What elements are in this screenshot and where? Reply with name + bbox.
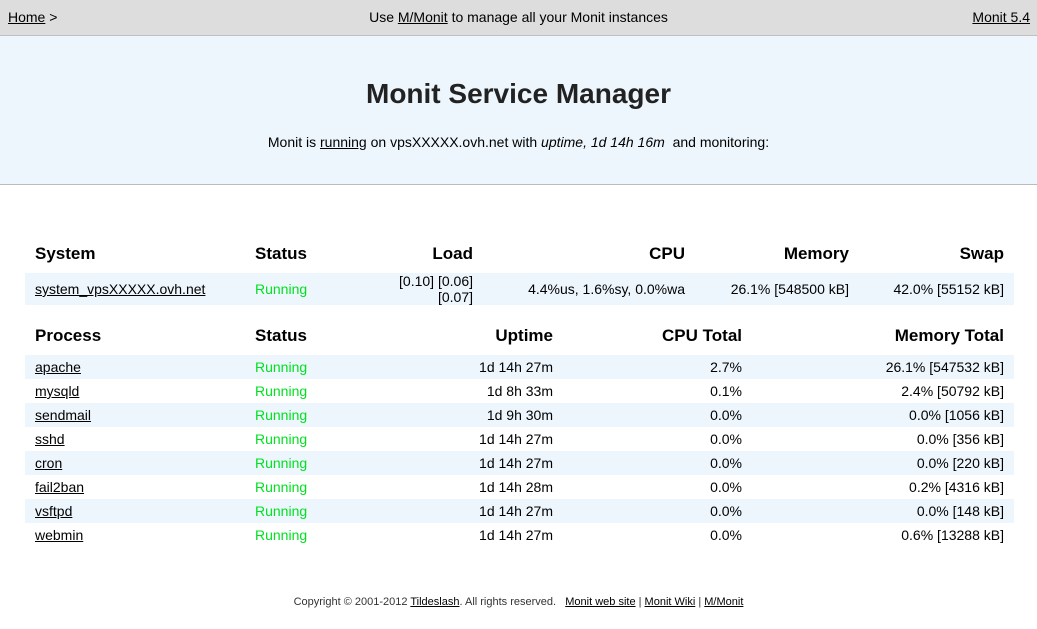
footer: Copyright © 2001-2012 Tildeslash. All ri… [0, 596, 1037, 608]
col-header-process: Process [35, 326, 102, 345]
table-row: sendmail Running 1d 9h 30m 0.0% 0.0% [1056 k… [25, 403, 1014, 427]
status-prefix: Monit is [267, 134, 317, 150]
status-badge: Running [245, 499, 355, 523]
monit-website-link[interactable]: Monit web site [565, 596, 636, 608]
status-badge: Running [255, 383, 308, 399]
footer-separator: | [638, 596, 642, 608]
table-row: mysqld Running 1d 8h 33m 0.1% 2.4% [50792 kB… [25, 379, 1014, 403]
monit-status-line: Monit is running on vpsXXXXX.ovh.net wit… [0, 134, 1037, 150]
process-uptime: 1d 14h 27m [355, 451, 563, 475]
process-name-link[interactable]: mysqld [35, 383, 80, 399]
system-table-header: System Status Load CPU Memory Swap [25, 235, 1014, 273]
table-row: fail2ban Running 1d 14h 28m 0.0% 0.2% [4316 … [25, 475, 1014, 499]
process-cpu: 0.0% [563, 499, 752, 523]
process-cpu: 0.0% [710, 479, 742, 495]
mmonit-promo: Use M/Monit to manage all your Monit ins… [0, 9, 1037, 25]
running-link[interactable]: running [320, 134, 367, 150]
process-cpu: 2.7% [563, 355, 752, 379]
mmonit-link[interactable]: M/Monit [397, 9, 448, 25]
process-uptime: 1d 14h 27m [479, 431, 553, 447]
col-header-cpu-total: CPU Total [662, 326, 742, 345]
page-title: Monit Service Manager [366, 78, 671, 109]
process-name-link[interactable]: vsftpd [35, 503, 73, 519]
status-badge: Running [255, 431, 308, 447]
monit-wiki-link[interactable]: Monit Wiki [644, 596, 696, 608]
process-memory: 2.4% [50792 kB] [901, 383, 1004, 399]
process-memory: 0.0% [148 kB] [752, 499, 1014, 523]
system-swap: 42.0% [55152 kB] [859, 273, 1014, 305]
process-memory: 0.0% [220 kB] [752, 451, 1014, 475]
col-header-status: Status [255, 244, 307, 263]
footer-separator: | [698, 596, 702, 608]
status-badge: Running [255, 479, 308, 495]
copyright-text: Copyright © 2001-2012 [293, 596, 408, 608]
process-memory: 26.1% [547532 kB] [752, 355, 1014, 379]
status-uptime: uptime, 1d 14h 16m [541, 134, 665, 150]
process-name-link[interactable]: sshd [35, 431, 65, 447]
promo-suffix: to manage all your Monit instances [451, 9, 668, 25]
process-name-link[interactable]: apache [35, 359, 81, 375]
system-cpu: 4.4%us, 1.6%sy, 0.0%wa [483, 273, 695, 305]
process-name-link[interactable]: fail2ban [35, 479, 85, 495]
col-header-cpu: CPU [649, 244, 685, 263]
system-row: system_vpsXXXXX.ovh.net Running [0.10] [… [25, 273, 1014, 305]
process-memory: 0.2% [4316 kB] [909, 479, 1004, 495]
process-memory: 0.0% [1056 kB] [752, 403, 1014, 427]
tildeslash-link[interactable]: Tildeslash [410, 596, 460, 608]
page-header: Monit Service Manager Monit is running o… [0, 36, 1037, 185]
process-uptime: 1d 8h 33m [486, 383, 553, 399]
breadcrumb-separator: > [49, 9, 58, 25]
col-header-system: System [35, 244, 96, 263]
col-header-status: Status [255, 326, 307, 345]
process-uptime: 1d 14h 27m [355, 499, 563, 523]
rights-text: . All rights reserved. [459, 596, 557, 608]
process-uptime: 1d 9h 30m [355, 403, 563, 427]
col-header-load: Load [432, 244, 473, 263]
promo-prefix: Use [369, 9, 394, 25]
table-row: sshd Running 1d 14h 27m 0.0% 0.0% [356 kB] [25, 427, 1014, 451]
status-host: on vpsXXXXX.ovh.net with [370, 134, 538, 150]
system-memory: 26.1% [548500 kB] [695, 273, 859, 305]
status-suffix: and monitoring: [672, 134, 770, 150]
status-badge: Running [245, 403, 355, 427]
process-cpu: 0.0% [563, 403, 752, 427]
process-name-link[interactable]: sendmail [35, 407, 92, 423]
system-load: [0.10] [0.06] [0.07] [355, 273, 483, 305]
process-cpu: 0.1% [710, 383, 742, 399]
process-cpu: 0.0% [563, 451, 752, 475]
breadcrumb: Home > [8, 9, 57, 25]
table-row: cron Running 1d 14h 27m 0.0% 0.0% [220 kB] [25, 451, 1014, 475]
top-bar: Home > Use M/Monit to manage all your Mo… [0, 0, 1037, 36]
system-name-link[interactable]: system_vpsXXXXX.ovh.net [35, 281, 206, 297]
process-memory: 0.6% [13288 kB] [901, 527, 1004, 543]
process-name-link[interactable]: webmin [35, 527, 84, 543]
process-memory: 0.0% [356 kB] [916, 431, 1004, 447]
process-uptime: 1d 14h 28m [479, 479, 553, 495]
status-badge: Running [245, 273, 355, 305]
col-header-swap: Swap [959, 244, 1004, 263]
col-header-memory-total: Memory Total [894, 326, 1004, 345]
status-badge: Running [255, 527, 308, 543]
system-table: System Status Load CPU Memory Swap syste… [25, 235, 1014, 305]
status-badge: Running [245, 355, 355, 379]
col-header-uptime: Uptime [495, 326, 553, 345]
col-header-memory: Memory [783, 244, 849, 263]
table-row: apache Running 1d 14h 27m 2.7% 26.1% [547532… [25, 355, 1014, 379]
process-table-header: Process Status Uptime CPU Total Memory T… [25, 317, 1014, 355]
table-row: webmin Running 1d 14h 27m 0.0% 0.6% [13288 k… [25, 523, 1014, 547]
process-uptime: 1d 14h 27m [479, 527, 553, 543]
process-uptime: 1d 14h 27m [355, 355, 563, 379]
process-table: Process Status Uptime CPU Total Memory T… [25, 317, 1014, 547]
status-badge: Running [245, 451, 355, 475]
table-row: vsftpd Running 1d 14h 27m 0.0% 0.0% [148 kB] [25, 499, 1014, 523]
process-name-link[interactable]: cron [35, 455, 63, 471]
home-link[interactable]: Home [8, 9, 46, 25]
process-cpu: 0.0% [710, 431, 742, 447]
mmonit-footer-link[interactable]: M/Monit [704, 596, 744, 608]
version-link[interactable]: Monit 5.4 [972, 9, 1030, 25]
process-cpu: 0.0% [710, 527, 742, 543]
